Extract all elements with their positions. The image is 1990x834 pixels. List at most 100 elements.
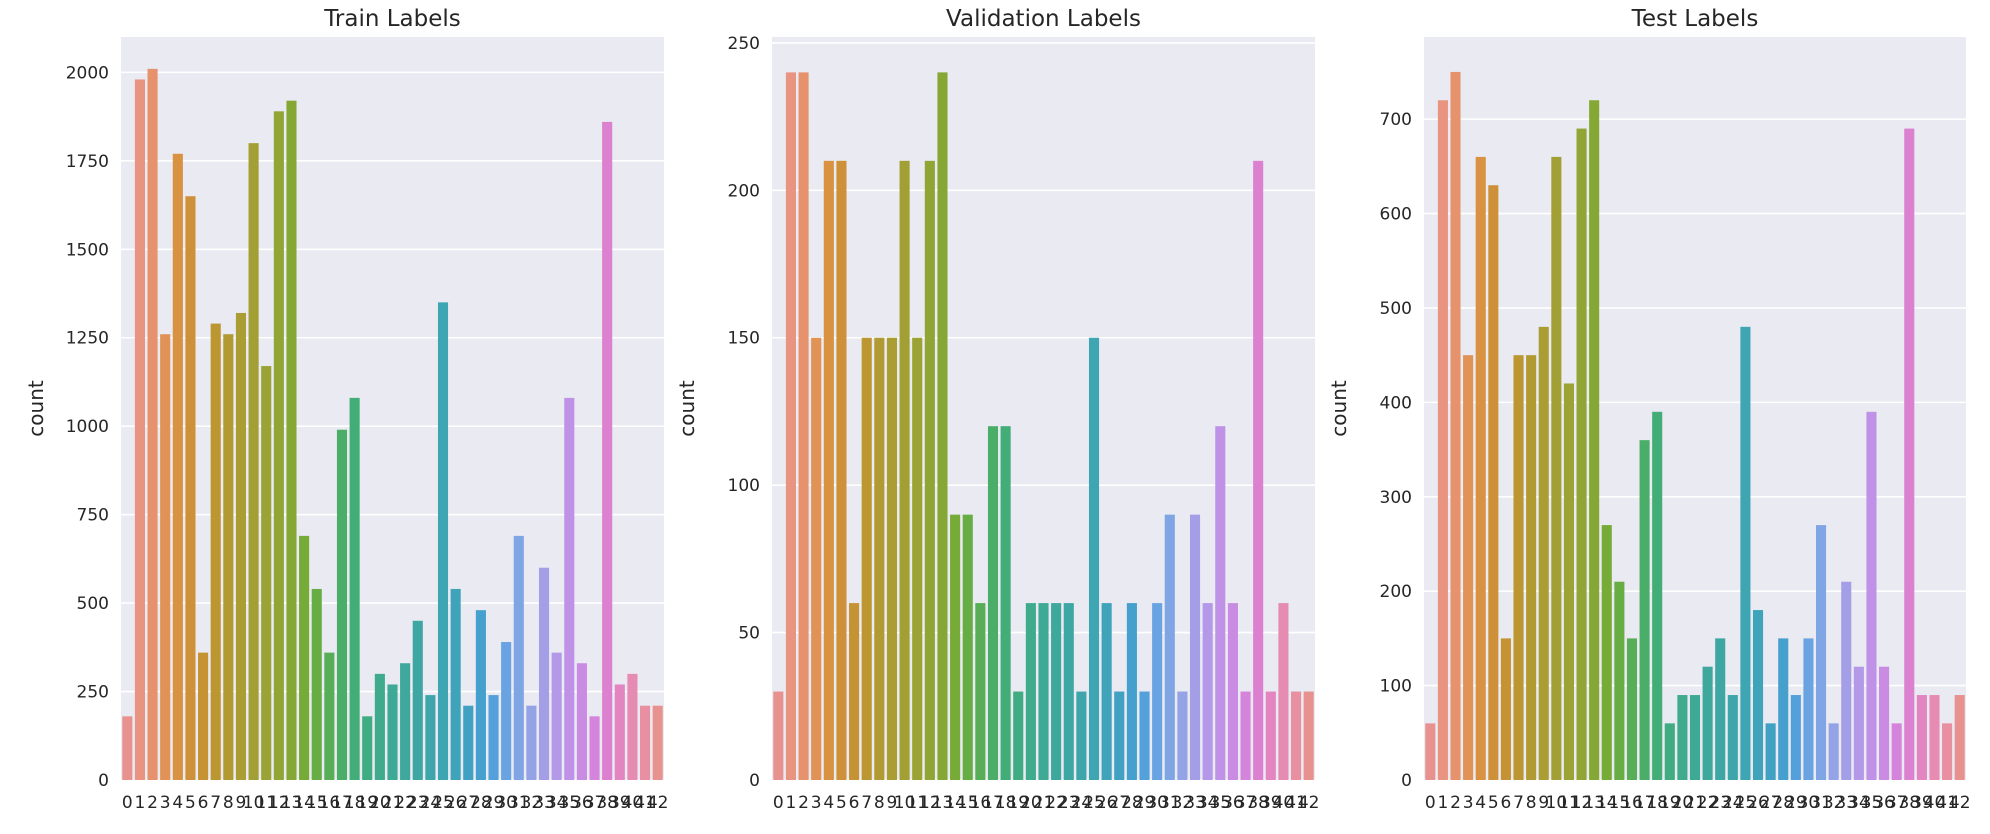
- x-tick-label: 9: [887, 793, 898, 813]
- bar-1: [1437, 100, 1448, 780]
- bar-27: [463, 705, 474, 780]
- bar-10: [248, 143, 259, 781]
- x-tick-label: 16: [1621, 793, 1643, 813]
- bar-15: [311, 588, 322, 780]
- x-tick-label: 25: [1083, 793, 1105, 813]
- bar-14: [950, 514, 961, 780]
- bar-35: [1866, 411, 1877, 780]
- x-tick-label: 4: [1475, 793, 1486, 813]
- x-tick-label: 31: [508, 793, 530, 813]
- bar-31: [1816, 525, 1827, 780]
- x-tick-label: 33: [1835, 793, 1857, 813]
- bar-0: [1425, 723, 1436, 780]
- bar-30: [501, 642, 512, 780]
- bar-29: [1139, 691, 1150, 780]
- chart-title: Train Labels: [323, 6, 461, 32]
- bar-0: [122, 716, 133, 780]
- x-tick-label: 40: [1924, 793, 1946, 813]
- bar-39: [1916, 695, 1927, 780]
- x-tick-label: 0: [773, 793, 784, 813]
- bar-19: [362, 716, 373, 780]
- x-tick-label: 36: [571, 793, 593, 813]
- bar-6: [1500, 638, 1511, 780]
- bar-31: [513, 535, 524, 780]
- bar-34: [1202, 603, 1213, 780]
- x-tick-label: 11: [1558, 793, 1580, 813]
- x-tick-label: 20: [369, 793, 391, 813]
- bar-11: [261, 366, 272, 780]
- x-tick-label: 8: [223, 793, 234, 813]
- bar-17: [987, 426, 999, 780]
- bar-21: [1689, 695, 1701, 780]
- bar-26: [1752, 610, 1764, 780]
- y-tick-label: 1250: [66, 329, 109, 349]
- x-tick-label: 0: [1425, 793, 1436, 813]
- x-tick-label: 28: [470, 793, 492, 813]
- bar-8: [1526, 355, 1537, 780]
- x-tick-label: 13: [281, 793, 303, 813]
- x-tick-label: 5: [185, 793, 196, 813]
- x-tick-label: 14: [1596, 793, 1618, 813]
- bar-15: [962, 514, 973, 780]
- bar-18: [349, 397, 360, 780]
- bar-18: [1000, 426, 1011, 780]
- bar-22: [1702, 666, 1713, 780]
- bar-13: [937, 72, 948, 780]
- x-tick-label: 37: [584, 793, 606, 813]
- y-axis-label: count: [1327, 380, 1351, 437]
- bar-37: [1891, 723, 1902, 780]
- bar-6: [198, 652, 209, 780]
- x-tick-label: 41: [1936, 793, 1958, 813]
- bar-12: [924, 160, 935, 781]
- bar-5: [185, 196, 196, 780]
- x-tick-label: 30: [495, 793, 517, 813]
- x-tick-label: 12: [1571, 793, 1593, 813]
- bar-7: [210, 323, 221, 780]
- x-tick-label: 42: [647, 793, 669, 813]
- bar-39: [1265, 691, 1276, 780]
- x-tick-label: 23: [407, 793, 429, 813]
- x-tick-label: 3: [1463, 793, 1474, 813]
- x-tick-label: 19: [1007, 793, 1029, 813]
- bar-42: [652, 705, 663, 780]
- bar-22: [1051, 603, 1062, 780]
- x-tick-label: 34: [546, 793, 568, 813]
- bar-33: [1841, 581, 1852, 780]
- x-tick-label: 26: [445, 793, 467, 813]
- x-tick-label: 1: [1437, 793, 1448, 813]
- x-tick-label: 23: [1709, 793, 1731, 813]
- x-tick-label: 36: [1222, 793, 1244, 813]
- bar-41: [640, 705, 651, 780]
- x-tick-label: 37: [1886, 793, 1908, 813]
- x-tick-label: 41: [634, 793, 656, 813]
- y-tick-label: 200: [728, 181, 760, 201]
- bar-2: [798, 72, 809, 780]
- bar-36: [1879, 666, 1890, 780]
- bar-35: [564, 397, 575, 780]
- x-tick-label: 34: [1848, 793, 1870, 813]
- x-tick-label: 13: [932, 793, 954, 813]
- bar-24: [1076, 691, 1087, 780]
- bar-30: [1803, 638, 1814, 780]
- x-tick-label: 32: [1823, 793, 1845, 813]
- chart-title: Test Labels: [1631, 6, 1759, 32]
- bar-29: [1790, 695, 1801, 780]
- bar-4: [172, 153, 183, 780]
- x-tick-label: 6: [198, 793, 209, 813]
- x-tick-label: 36: [1873, 793, 1895, 813]
- bar-8: [874, 337, 885, 780]
- bar-23: [1715, 638, 1726, 780]
- x-tick-label: 40: [1273, 793, 1295, 813]
- x-tick-label: 6: [1501, 793, 1512, 813]
- y-tick-label: 0: [98, 771, 109, 791]
- x-tick-label: 7: [210, 793, 221, 813]
- x-tick-label: 11: [255, 793, 277, 813]
- x-tick-label: 8: [1526, 793, 1537, 813]
- bar-39: [614, 684, 625, 780]
- bar-9: [1538, 326, 1549, 780]
- x-tick-label: 10: [1546, 793, 1568, 813]
- x-tick-label: 19: [356, 793, 378, 813]
